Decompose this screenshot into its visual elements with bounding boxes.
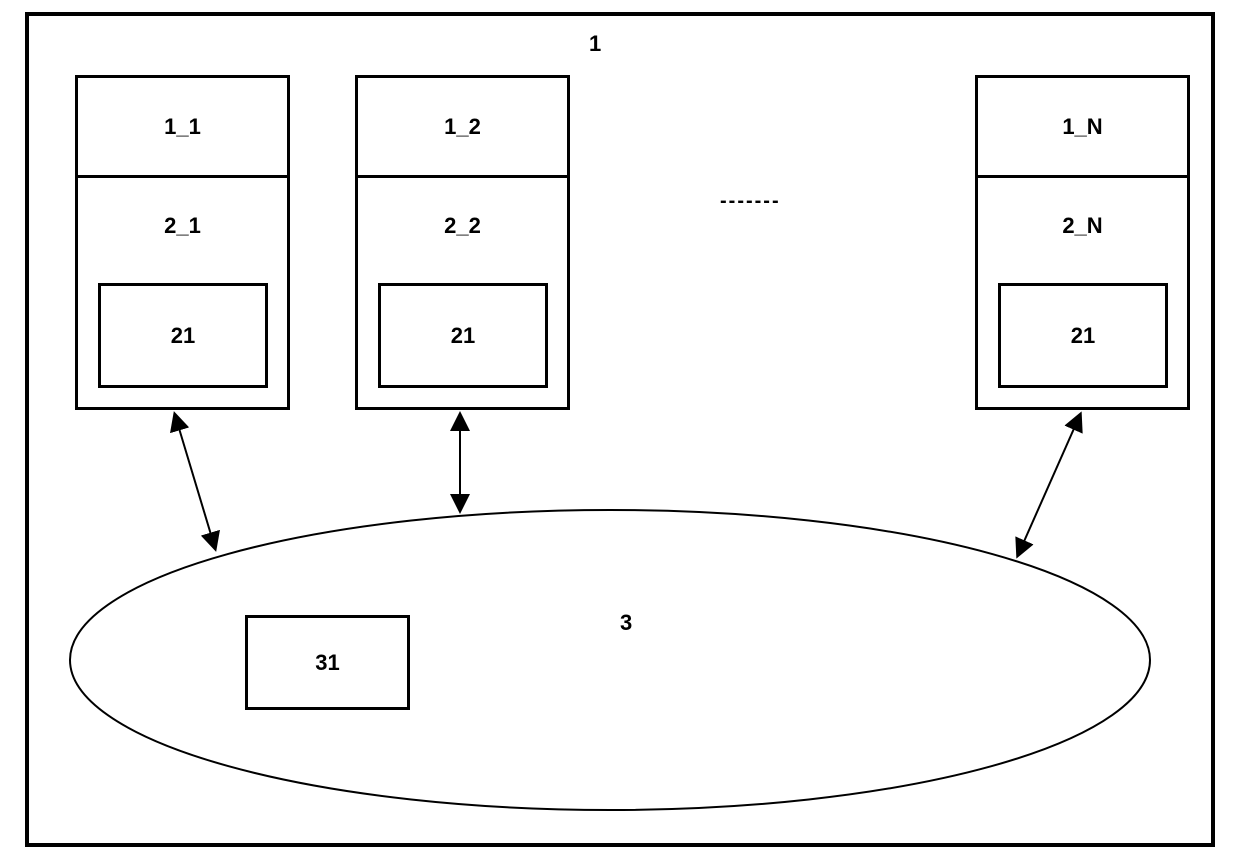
ellipse-inner-box: 31 [245, 615, 410, 710]
ellipse-shape [65, 505, 1155, 815]
module-middle-label: 2_2 [358, 213, 567, 239]
module-top-label: 1_2 [358, 78, 567, 178]
module-top-label: 1_1 [78, 78, 287, 178]
ellipse-container [65, 505, 1155, 815]
ellipse-inner-box-label: 31 [315, 650, 339, 676]
module-inner-box: 21 [378, 283, 548, 388]
module-2: 1_N 2_N 21 [975, 75, 1190, 410]
module-1: 1_2 2_2 21 [355, 75, 570, 410]
module-top-label: 1_N [978, 78, 1187, 178]
module-inner-box: 21 [98, 283, 268, 388]
module-inner-box: 21 [998, 283, 1168, 388]
module-middle-label: 2_N [978, 213, 1187, 239]
ellipse-label: 3 [620, 610, 632, 636]
module-middle-label: 2_1 [78, 213, 287, 239]
ellipsis-indicator: ------- [720, 190, 781, 213]
module-0: 1_1 2_1 21 [75, 75, 290, 410]
container-label: 1 [589, 31, 601, 57]
